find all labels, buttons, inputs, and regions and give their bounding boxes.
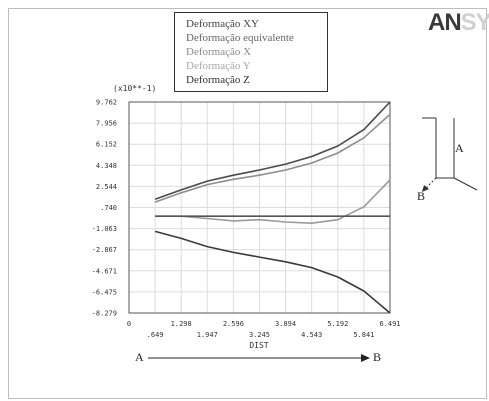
x-tick-label: 1.947 [197, 331, 218, 339]
y-tick-label: 9.762 [96, 99, 117, 107]
y-tick-label: .740 [100, 204, 117, 212]
y-tick-label: -6.475 [92, 288, 117, 296]
legend-entry-y: Deformação Y [186, 60, 251, 72]
x-tick-label: .649 [147, 331, 164, 339]
y-tick-label: 2.544 [96, 183, 117, 191]
y-tick-label: 4.348 [96, 162, 117, 170]
y-tick-label: -1.063 [92, 225, 117, 233]
ansys-logo: ANSY [428, 9, 489, 36]
y-tick-label: 6.152 [96, 141, 117, 149]
x-tick-label: 1.298 [171, 320, 192, 328]
series-lines [154, 101, 391, 314]
legend-entry-equivalent: Deformação equivalente [186, 32, 294, 44]
legend-entry-z: Deformação Z [186, 74, 250, 86]
grid [128, 101, 391, 314]
y-tick-label: -8.279 [92, 310, 117, 318]
y-scale-label: (x10**-1) [113, 84, 156, 93]
geometry-triad: A B [417, 117, 478, 203]
legend-entry-xy: Deformação XY [186, 18, 259, 30]
series-line-0 [154, 101, 391, 200]
y-tick-label: 7.956 [96, 120, 117, 128]
y-tick-labels: 9.762 7.956 6.152 4.348 2.544 .740 -1.063 -2.86… [92, 99, 117, 318]
series-line-4 [154, 230, 391, 314]
point-a-label: A [135, 350, 144, 364]
x-axis-label: DIST [249, 341, 268, 350]
legend: Deformação XY Deformação equivalente Def… [174, 12, 328, 92]
plot-area [128, 101, 391, 314]
x-tick-label: 4.543 [301, 331, 322, 339]
x-tick-label: 3.894 [275, 320, 296, 328]
triad-label-b: B [417, 189, 425, 203]
series-line-2 [155, 179, 391, 224]
a-to-b-arrowhead [361, 354, 370, 362]
y-tick-label: -2.867 [92, 246, 117, 254]
x-tick-labels: 0 1.298 2.596 3.894 5.192 6.491 .649 1.947 3.245… [127, 320, 401, 339]
x-tick-label: 0 [127, 320, 131, 328]
legend-entry-x: Deformação X [186, 46, 252, 58]
triad-label-a: A [455, 141, 464, 155]
series-line-1 [154, 113, 391, 203]
x-tick-label: 5.841 [353, 331, 374, 339]
x-tick-label: 6.491 [379, 320, 400, 328]
y-tick-label: -4.671 [92, 267, 117, 275]
x-tick-label: 3.245 [249, 331, 270, 339]
x-tick-label: 2.596 [223, 320, 244, 328]
point-b-label: B [373, 350, 381, 364]
x-tick-label: 5.192 [327, 320, 348, 328]
